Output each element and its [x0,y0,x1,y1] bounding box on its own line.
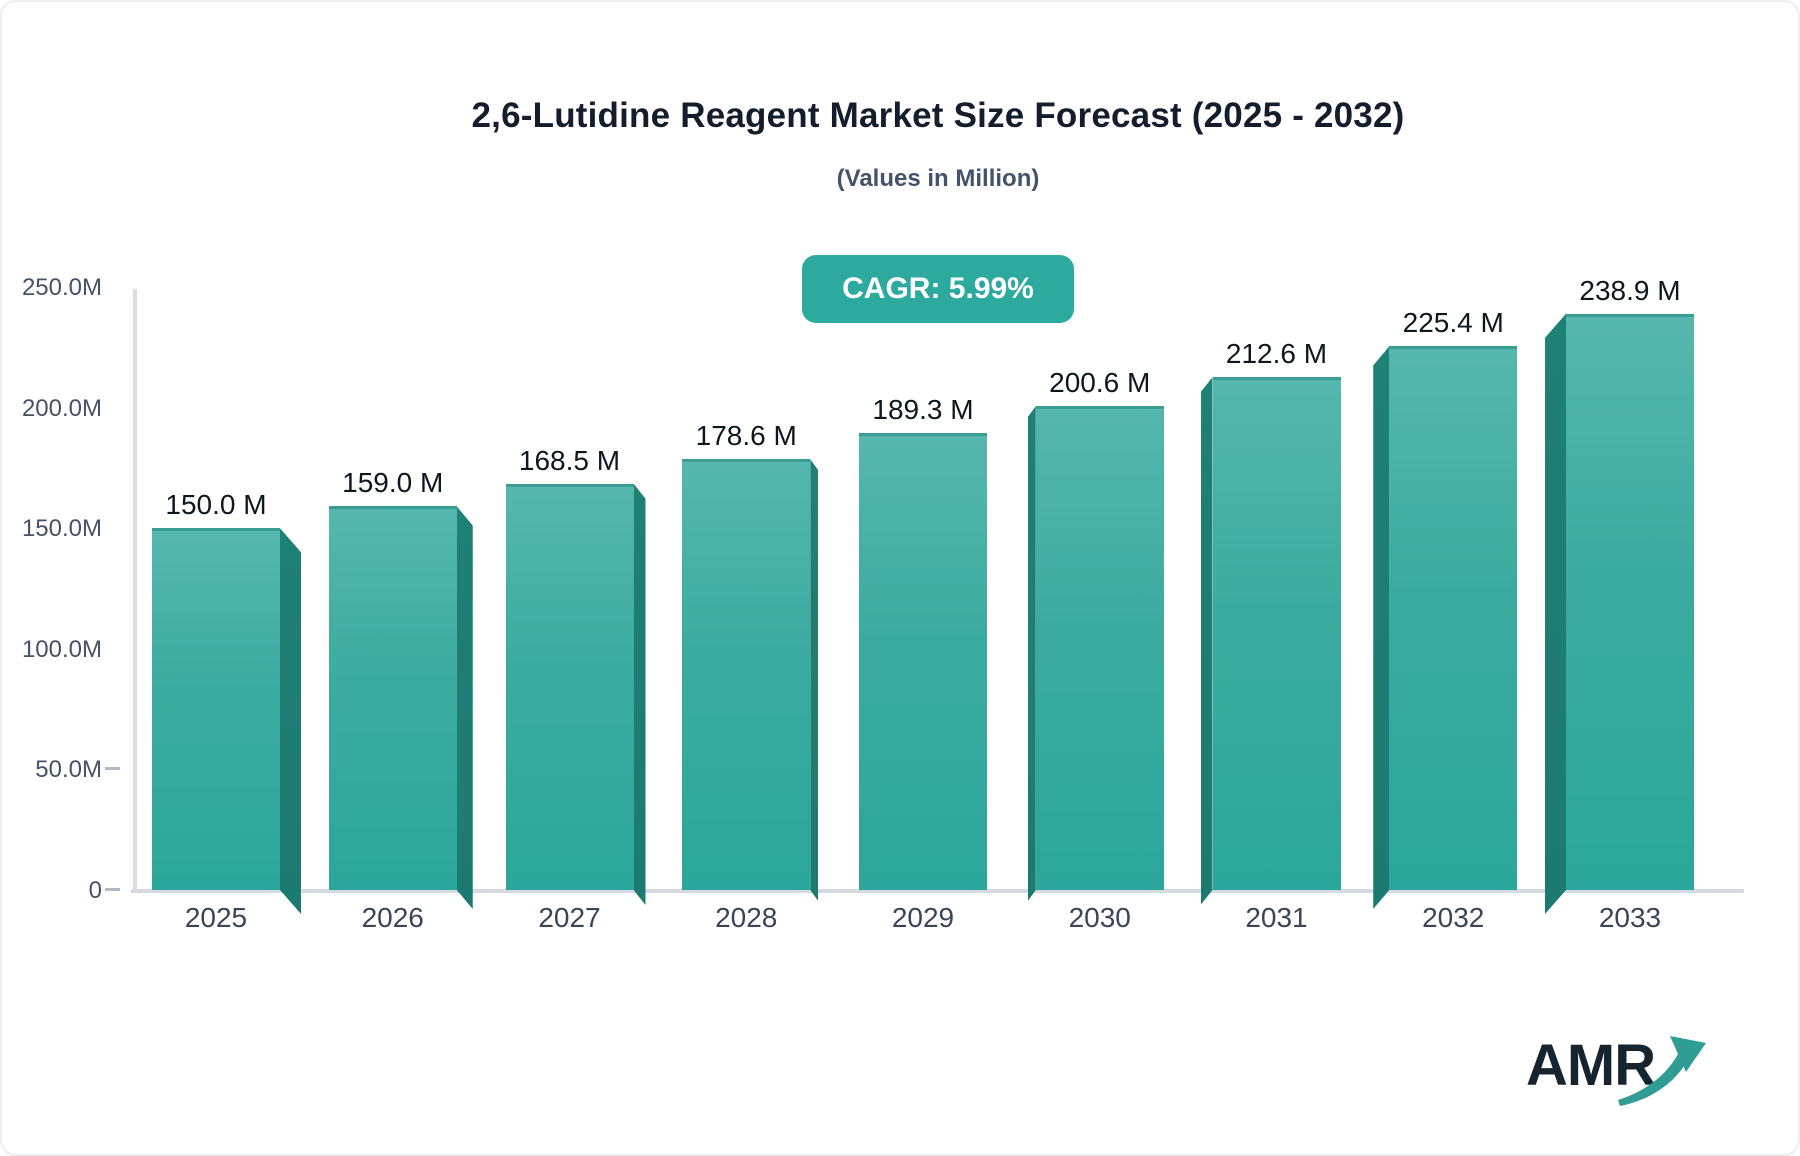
y-axis-tick-label: 150.0M [21,515,102,543]
y-axis-tick-label: 0 [88,877,102,904]
y-axis-tick-label: 200.0M [21,394,102,422]
x-axis-tick-label: 2030 [1068,902,1131,933]
amr-logo-arrow-icon [1618,1036,1706,1106]
bar-3d-side-2025 [280,528,301,914]
bar-2032 [1389,346,1518,890]
bar-value-label: 238.9 M [1579,274,1681,306]
x-axis-tick-label: 2031 [1245,902,1308,933]
bar-3d-side-2032 [1373,346,1389,909]
bar-value-label: 225.4 M [1402,307,1504,339]
bar-value-label: 159.0 M [342,467,444,499]
y-axis-line [133,289,137,892]
chart-subtitle: (Values in Million) [836,165,1040,192]
bar-2026 [328,506,457,890]
x-axis-line [131,889,1744,893]
bar-2028 [682,459,811,890]
bar-value-label: 150.0 M [165,489,267,521]
chart-title: 2,6-Lutidine Reagent Market Size Forecas… [471,96,1405,135]
x-axis-tick-label: 2033 [1598,902,1662,933]
bar-value-label: 212.6 M [1225,338,1328,370]
bar-3d-side-2028 [810,459,818,901]
bar-3d-side-2031 [1201,377,1213,905]
cagr-badge: CAGR: 5.99% [802,255,1074,323]
bar-value-label: 200.6 M [1049,367,1151,399]
bar-3d-side-2026 [457,506,473,909]
x-axis-tick-label: 2028 [715,902,778,933]
bar-2029 [859,433,987,890]
bar-3d-side-2027 [634,484,646,905]
bar-2025 [152,528,280,890]
y-axis-tick-label: 250.0M [21,274,102,301]
amr-logo-text: AMR [1526,1033,1656,1098]
cagr-badge-wrap: CAGR: 5.99% [132,255,1744,323]
bar-value-label: 189.3 M [872,394,974,426]
x-axis-tick-label: 2026 [361,902,424,933]
y-axis-tick-label: 100.0M [21,635,102,663]
bar-2030 [1035,406,1164,890]
x-axis-tick-label: 2025 [184,902,248,933]
bar-2031 [1212,377,1341,890]
bar-2033 [1566,313,1694,890]
x-axis-tick-label: 2029 [891,902,955,933]
bar-value-label: 178.6 M [695,420,797,452]
bar-value-label: 168.5 M [518,444,621,476]
y-axis-tick-mark [105,767,120,771]
bar-3d-side-2033 [1545,314,1566,914]
y-axis-tick-mark [105,888,120,891]
y-axis-tick-label: 50.0M [35,756,102,784]
amr-logo: AMR [1526,1032,1716,1118]
x-axis-tick-label: 2032 [1422,902,1485,933]
x-axis-tick-label: 2027 [538,902,601,933]
bar-3d-side-2030 [1028,406,1036,901]
bar-2027 [505,483,634,890]
